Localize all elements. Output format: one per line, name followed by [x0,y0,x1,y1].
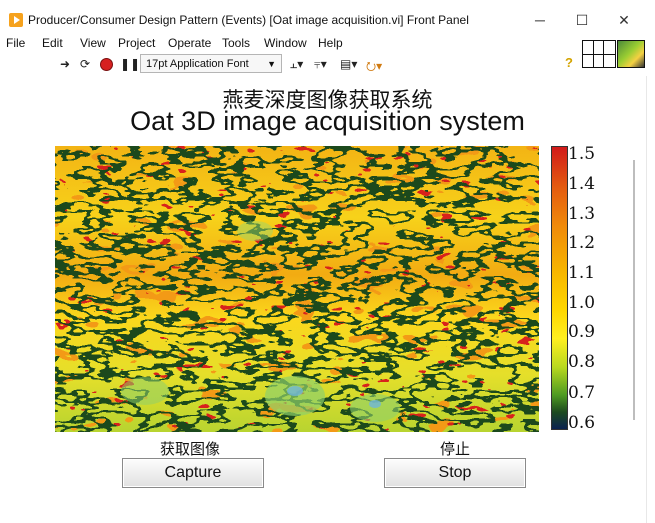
toolbar: ➜ ⟳ ❚❚ ⫠▾ ⫧▾ ▤▾ ⭮▾ [0,52,655,76]
run-arrow-icon[interactable]: ➜ [60,57,71,71]
color-scale-tick: 1.1 [568,263,596,283]
resize-objects-icon[interactable]: ▤▾ [340,57,358,71]
capture-button[interactable]: Capture [122,458,264,488]
chevron-down-icon: ▼ [267,59,276,69]
color-scale-tick: 1.3 [568,204,596,224]
depth-image-display[interactable] [55,146,539,432]
maximize-button[interactable]: ☐ [575,12,589,28]
abort-execution-icon[interactable] [100,58,113,71]
reorder-icon[interactable]: ⭮▾ [366,59,383,73]
window-title: Producer/Consumer Design Pattern (Events… [28,13,469,27]
font-selector-value: 17pt Application Font [146,58,249,70]
menu-help[interactable]: Help [318,36,343,50]
color-scale-tick: 0.6 [568,413,596,433]
color-scale-tick: 1.4 [568,174,596,194]
title-bar: Producer/Consumer Design Pattern (Events… [0,0,655,34]
menu-edit[interactable]: Edit [42,36,63,50]
vertical-scrollbar[interactable] [633,160,635,420]
color-scale[interactable] [551,146,568,430]
help-icon[interactable]: ? [565,55,573,70]
close-button[interactable]: ✕ [618,12,630,28]
minimize-button[interactable]: ─ [535,12,545,28]
stop-label: 停止 [440,440,471,458]
color-scale-tick: 1.2 [568,233,596,253]
color-scale-tick: 1.5 [568,144,596,164]
menu-tools[interactable]: Tools [222,36,251,50]
menu-view[interactable]: View [80,36,106,50]
connector-pane-icon[interactable] [582,40,616,68]
capture-label: 获取图像 [160,440,221,458]
pause-icon[interactable]: ❚❚ [120,57,141,71]
stop-button[interactable]: Stop [384,458,526,488]
color-scale-tick: 0.8 [568,352,596,372]
depth-image-graphic [55,146,539,432]
distribute-objects-icon[interactable]: ⫧▾ [314,57,327,71]
color-scale-tick: 0.9 [568,322,596,342]
run-continuously-icon[interactable]: ⟳ [80,57,91,71]
menu-operate[interactable]: Operate [168,36,212,50]
panel-title-english: Oat 3D image acquisition system [130,106,525,136]
color-scale-tick: 1.0 [568,293,596,313]
menu-project[interactable]: Project [118,36,156,50]
font-selector[interactable]: 17pt Application Font ▼ [140,54,282,73]
labview-app-icon [9,13,23,27]
menu-bar: File Edit View Project Operate Tools Win… [0,34,655,52]
panel-divider [646,76,647,523]
color-scale-tick: 0.7 [568,383,596,403]
menu-file[interactable]: File [6,36,26,50]
vi-icon[interactable] [617,40,645,68]
menu-window[interactable]: Window [264,36,307,50]
panel-title-chinese: 燕麦深度图像获取系统 [222,88,433,112]
align-objects-icon[interactable]: ⫠▾ [290,57,304,71]
